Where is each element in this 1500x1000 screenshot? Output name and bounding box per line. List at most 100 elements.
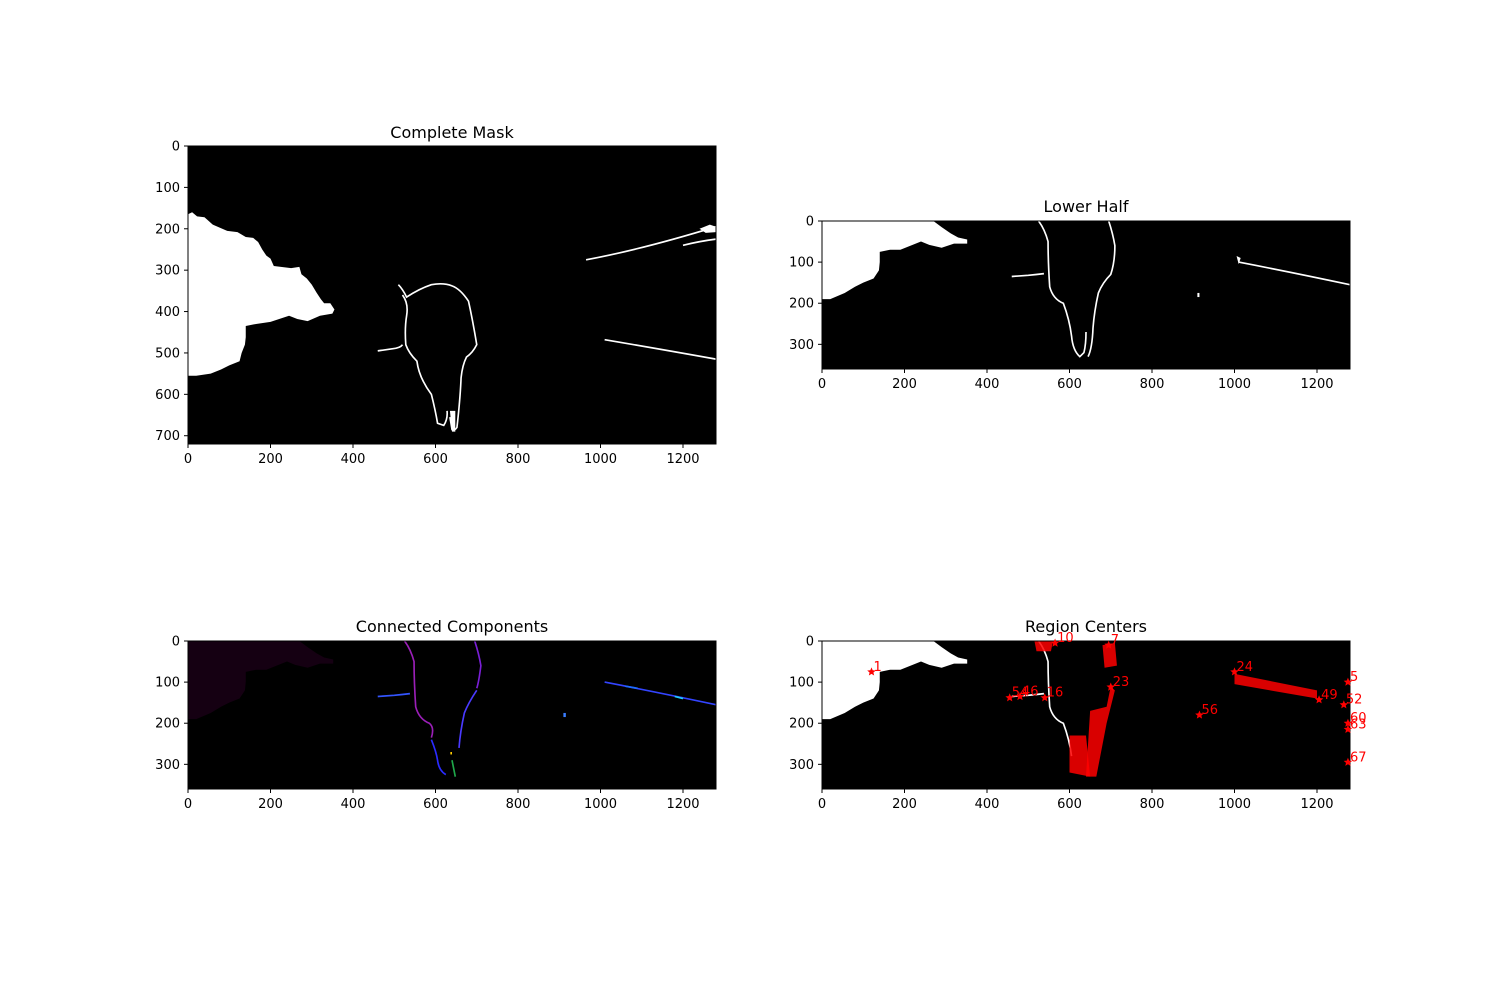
- x-tick-label: 600: [1057, 377, 1082, 392]
- region-center-label: 1: [874, 660, 882, 675]
- region-center-label: 5: [1350, 670, 1358, 685]
- region-center-marker: [867, 667, 876, 676]
- x-tick-label: 1200: [666, 452, 699, 467]
- x-axis-ticks: 0 200 400 600 800 1000 1200: [184, 789, 700, 812]
- image-area: [187, 640, 717, 790]
- x-axis-ticks: 0 200 400 600 800 1000 1200: [184, 444, 700, 467]
- panel-title: Complete Mask: [390, 123, 514, 142]
- x-tick-label: 1000: [584, 797, 617, 812]
- region-center-label: 49: [1321, 688, 1338, 703]
- region-center-label: 52: [1346, 693, 1363, 708]
- plot-frame: [821, 640, 1351, 790]
- y-tick-label: 0: [806, 215, 814, 230]
- plot-frame: [821, 220, 1351, 370]
- y-axis-ticks: 0 100 200 300: [155, 635, 188, 773]
- x-tick-label: 200: [258, 452, 283, 467]
- region-center-marker: [1339, 700, 1349, 709]
- x-tick-label: 0: [818, 377, 826, 392]
- plot-frame: [187, 145, 717, 445]
- y-axis-ticks: 0 100 200 300: [789, 635, 822, 773]
- y-tick-label: 300: [789, 338, 814, 353]
- x-tick-label: 1000: [1218, 377, 1251, 392]
- y-axis-ticks: 0 100 200 300 400 500 600 700: [155, 140, 188, 444]
- y-tick-label: 100: [789, 256, 814, 271]
- region-center-marker: [1314, 695, 1324, 704]
- region-center-label: 63: [1350, 717, 1367, 732]
- plot-frame: [187, 640, 717, 790]
- panel-title: Lower Half: [1044, 197, 1129, 216]
- region-center-marker: [1195, 710, 1204, 719]
- x-tick-label: 1200: [666, 797, 699, 812]
- x-tick-label: 800: [1140, 377, 1165, 392]
- y-tick-label: 100: [789, 676, 814, 691]
- y-tick-label: 200: [789, 717, 814, 732]
- x-tick-label: 400: [975, 797, 1000, 812]
- y-tick-label: 0: [172, 140, 180, 155]
- lower-half-image: [822, 221, 1350, 369]
- x-tick-label: 1000: [1218, 797, 1251, 812]
- x-tick-label: 800: [1140, 797, 1165, 812]
- panel-complete-mask: Complete Mask: [155, 123, 717, 467]
- x-tick-label: 800: [506, 797, 531, 812]
- y-tick-label: 0: [172, 635, 180, 650]
- x-tick-label: 400: [341, 452, 366, 467]
- region-center-marker: [1005, 693, 1014, 702]
- y-tick-label: 600: [155, 388, 180, 403]
- y-tick-label: 300: [155, 264, 180, 279]
- region-center-marker: [1343, 677, 1353, 686]
- y-tick-label: 400: [155, 305, 180, 320]
- x-tick-label: 400: [341, 797, 366, 812]
- panel-lower-half: Lower Half 0 200 400 600 800 1000 1200 0 100 200…: [789, 197, 1351, 392]
- region-center-label: 56: [1201, 703, 1218, 718]
- region-center-marker: [1343, 757, 1353, 766]
- region-center-label: 23: [1113, 675, 1130, 690]
- region-center-label: 24: [1237, 660, 1254, 675]
- region-center-marker: [1106, 682, 1116, 691]
- x-tick-label: 1200: [1300, 377, 1333, 392]
- x-tick-label: 1200: [1300, 797, 1333, 812]
- x-tick-label: 200: [258, 797, 283, 812]
- region-centers-image: [822, 641, 1350, 789]
- x-tick-label: 0: [818, 797, 826, 812]
- region-center-marker: [1015, 692, 1025, 701]
- y-tick-label: 500: [155, 346, 180, 361]
- region-center-marker: [1343, 724, 1353, 734]
- x-tick-label: 600: [423, 797, 448, 812]
- image-area: [821, 220, 1351, 370]
- y-tick-label: 100: [155, 676, 180, 691]
- y-axis-ticks: 0 100 200 300: [789, 215, 822, 353]
- components-image: [188, 641, 716, 789]
- region-center-label: 46: [1022, 685, 1039, 700]
- x-tick-label: 200: [892, 797, 917, 812]
- y-tick-label: 300: [789, 758, 814, 773]
- x-tick-label: 0: [184, 452, 192, 467]
- region-center-label: 10: [1057, 631, 1074, 646]
- x-axis-ticks: 0 200 400 600 800 1000 1200: [818, 789, 1334, 812]
- region-center-label: 67: [1350, 750, 1367, 765]
- region-center-label: 16: [1047, 686, 1064, 701]
- region-center-label: 60: [1350, 711, 1367, 726]
- region-center-marker: [1040, 693, 1050, 702]
- x-tick-label: 400: [975, 377, 1000, 392]
- x-tick-label: 600: [1057, 797, 1082, 812]
- x-axis-ticks: 0 200 400 600 800 1000 1200: [818, 369, 1334, 392]
- panel-connected-components: Connected Components: [155, 617, 717, 812]
- mask-image: [188, 146, 716, 444]
- x-tick-label: 800: [506, 452, 531, 467]
- region-center-label: 54: [1012, 686, 1029, 701]
- region-center-marker: [1230, 667, 1239, 676]
- y-tick-label: 200: [155, 717, 180, 732]
- panel-title: Connected Components: [356, 617, 548, 636]
- x-tick-label: 0: [184, 797, 192, 812]
- x-tick-label: 1000: [584, 452, 617, 467]
- y-tick-label: 200: [789, 297, 814, 312]
- y-tick-label: 300: [155, 758, 180, 773]
- region-center-label: 7: [1111, 633, 1119, 648]
- image-area: [821, 640, 1351, 790]
- region-center-marker: [1050, 638, 1060, 647]
- region-center-marker: [1104, 640, 1113, 649]
- x-tick-label: 600: [423, 452, 448, 467]
